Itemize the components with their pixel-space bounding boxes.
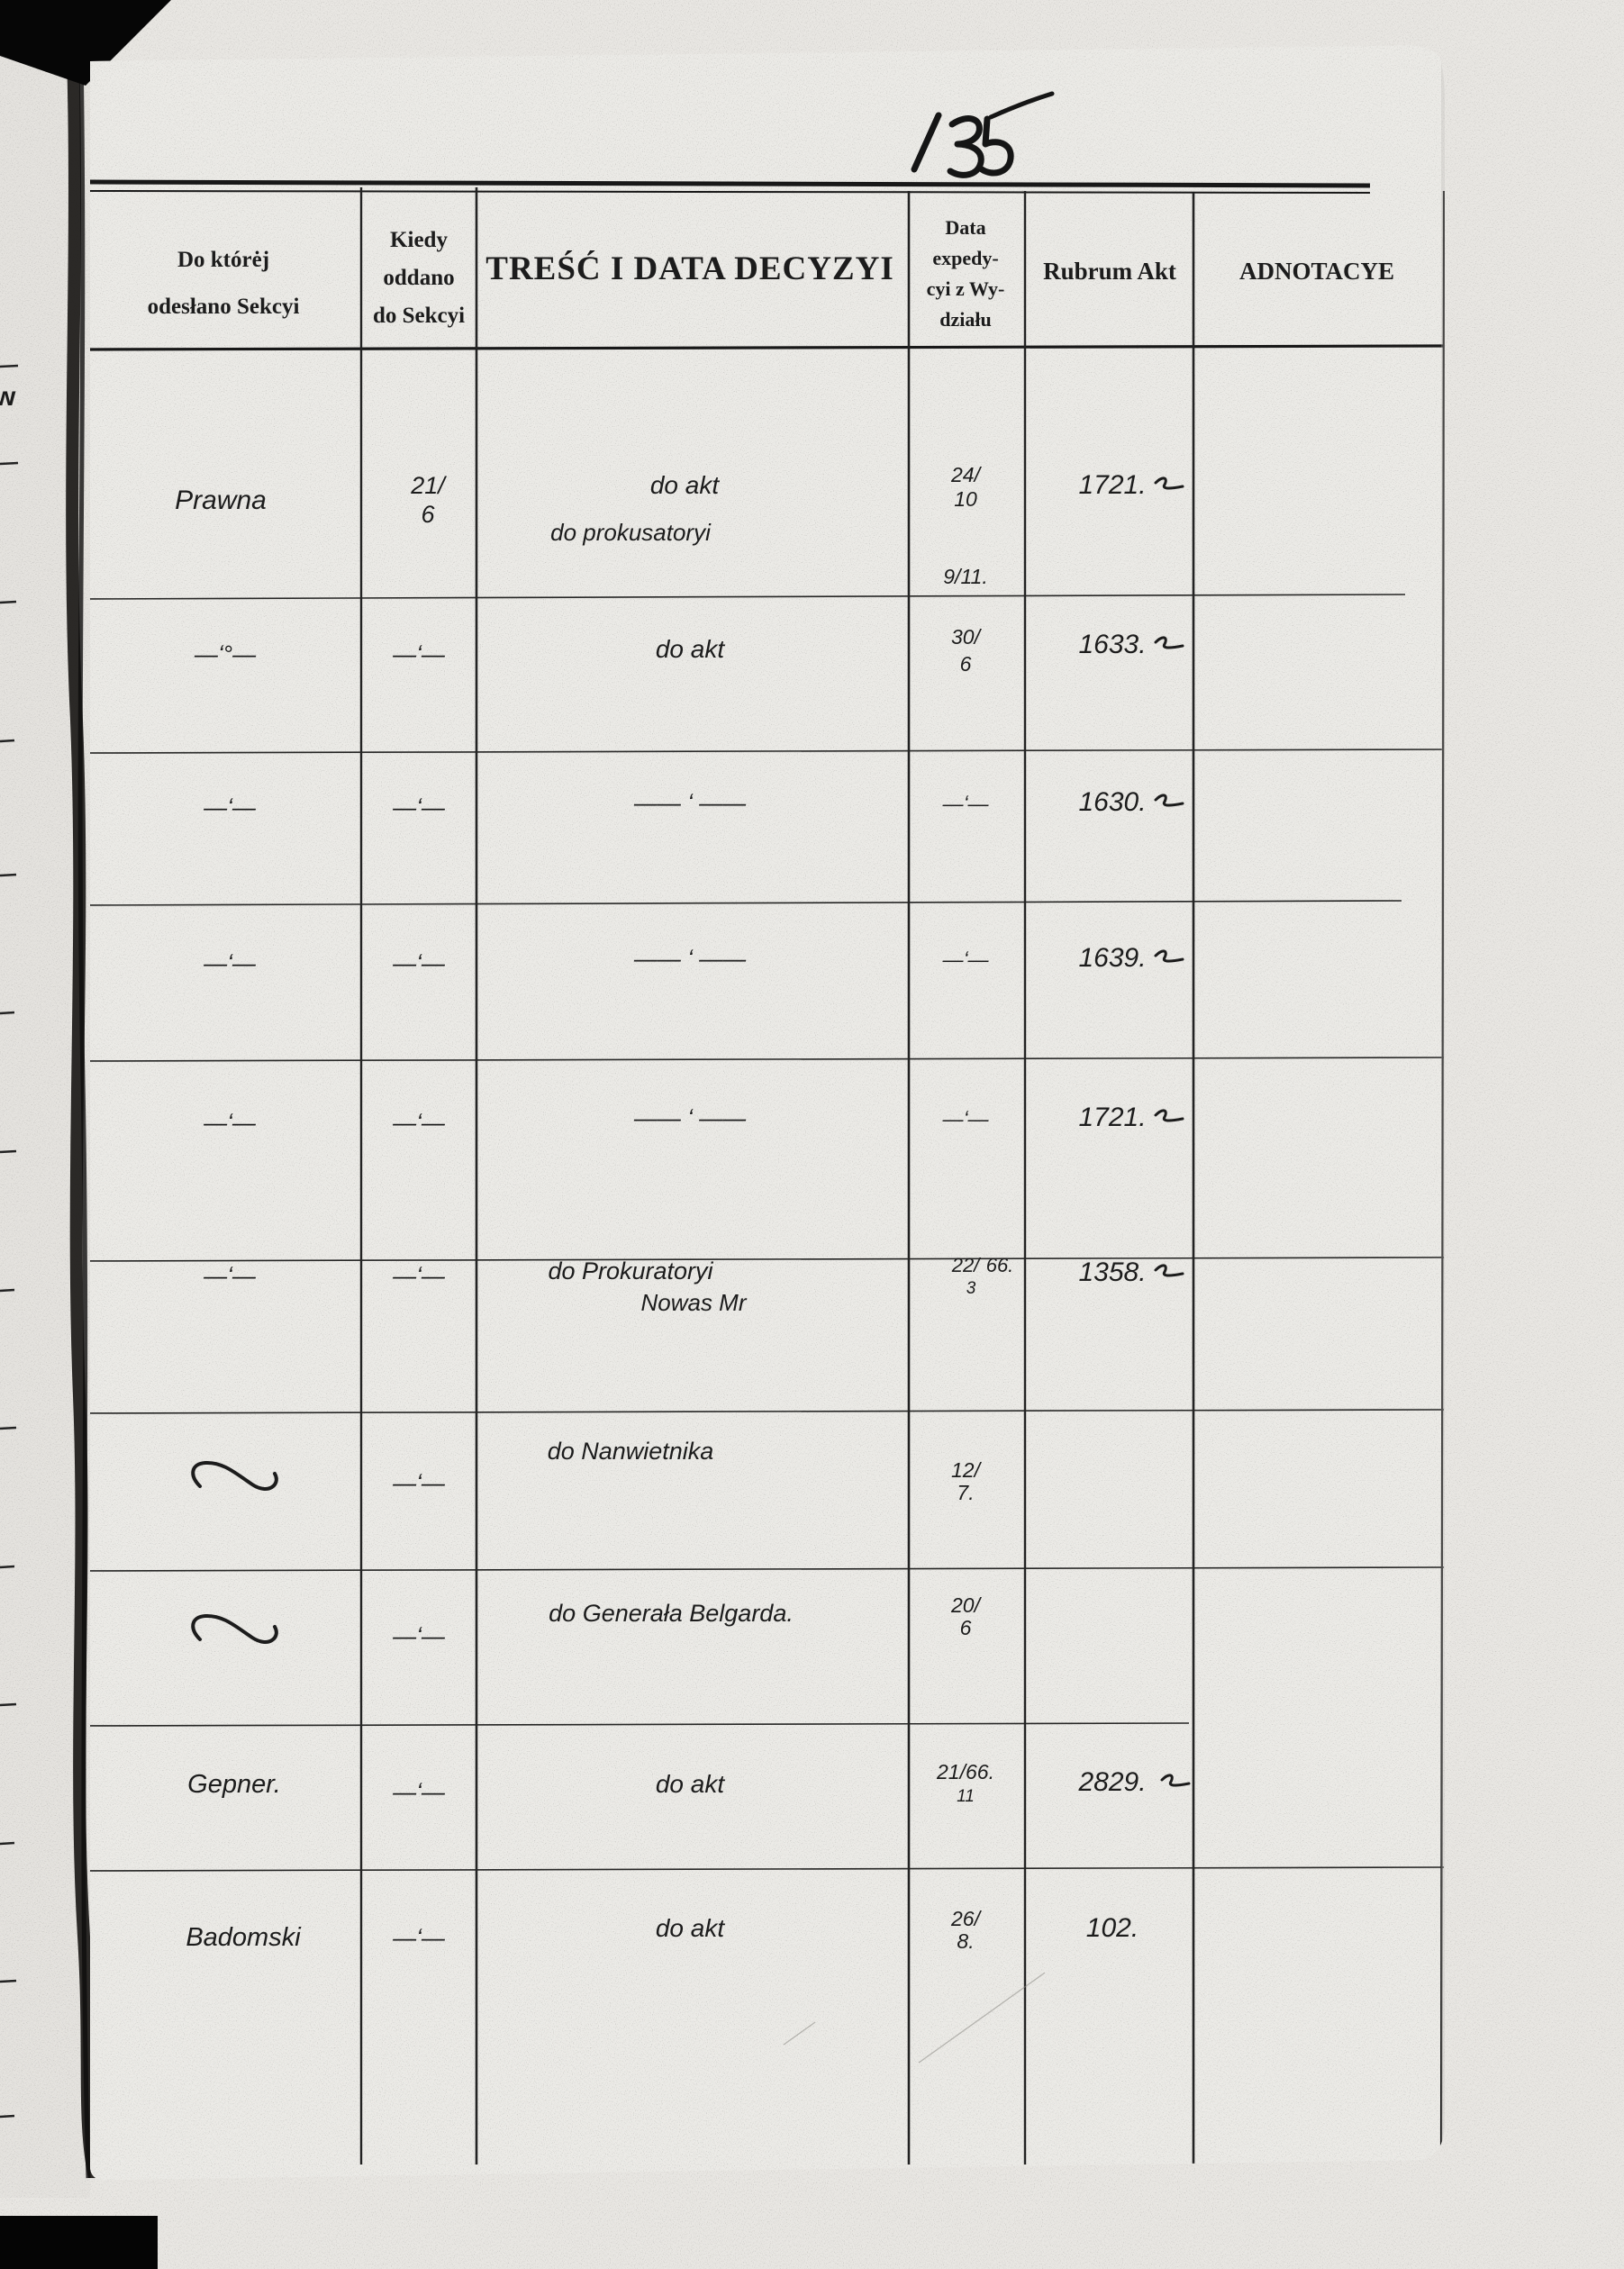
svg-text:30/: 30/ <box>951 625 983 649</box>
svg-text:w: w <box>0 382 16 412</box>
svg-text:1721.: 1721. <box>1078 470 1146 500</box>
svg-text:66.: 66. <box>986 1254 1014 1276</box>
svg-text:8.: 8. <box>957 1929 974 1953</box>
svg-text:Prawna: Prawna <box>175 486 267 515</box>
svg-text:cyi z Wy-: cyi z Wy- <box>927 277 1005 300</box>
svg-text:―ʻ―: ―ʻ― <box>941 948 989 971</box>
svg-text:1633.: 1633. <box>1078 630 1146 659</box>
svg-text:102.: 102. <box>1086 1913 1139 1943</box>
svg-text:ADNOTACYE: ADNOTACYE <box>1239 258 1394 285</box>
svg-text:―ʻ―: ―ʻ― <box>203 949 257 976</box>
svg-text:2829.: 2829. <box>1077 1767 1146 1797</box>
svg-text:oddano: oddano <box>383 266 454 290</box>
svg-text:Kiedy: Kiedy <box>390 228 448 252</box>
svg-text:Data: Data <box>945 216 985 239</box>
svg-text:―ʻ―: ―ʻ― <box>392 1109 446 1136</box>
svg-text:Badomski: Badomski <box>186 1923 302 1952</box>
svg-text:do akt: do akt <box>656 1770 725 1798</box>
svg-text:―ʻ°―: ―ʻ°― <box>194 640 257 667</box>
svg-text:20/: 20/ <box>950 1593 983 1617</box>
svg-text:TREŚĆ I DATA DECYZYI: TREŚĆ I DATA DECYZYI <box>485 250 894 287</box>
svg-text:do Sekcyi: do Sekcyi <box>373 304 465 328</box>
svg-text:3: 3 <box>966 1279 976 1298</box>
svg-text:―ʻ―: ―ʻ― <box>941 1107 989 1130</box>
svg-text:do Prokuratoryi: do Prokuratoryi <box>548 1257 713 1284</box>
svg-text:―ʻ―: ―ʻ― <box>392 1778 446 1805</box>
svg-text:6: 6 <box>960 652 972 676</box>
svg-text:do Nanwietnika: do Nanwietnika <box>548 1438 714 1465</box>
svg-text:do akt: do akt <box>656 635 725 663</box>
svg-text:9/11.: 9/11. <box>943 565 987 588</box>
svg-text:―ʻ―: ―ʻ― <box>392 1469 446 1496</box>
svg-text:21/66.: 21/66. <box>936 1760 994 1783</box>
svg-text:―― ʻ ――: ―― ʻ ―― <box>633 1104 747 1131</box>
svg-text:22/: 22/ <box>951 1254 981 1276</box>
svg-text:1639.: 1639. <box>1078 943 1146 973</box>
svg-text:10: 10 <box>954 487 977 511</box>
svg-text:7.: 7. <box>957 1481 974 1504</box>
svg-text:12/: 12/ <box>951 1458 983 1482</box>
svg-text:działu: działu <box>939 308 991 331</box>
svg-text:21/: 21/ <box>410 472 447 499</box>
svg-text:―― ʻ ――: ―― ʻ ―― <box>633 945 747 972</box>
svg-text:6: 6 <box>960 1616 972 1639</box>
svg-text:Rubrum Akt: Rubrum Akt <box>1043 258 1176 285</box>
svg-text:―ʻ―: ―ʻ― <box>392 1622 446 1649</box>
svg-text:―ʻ―: ―ʻ― <box>392 1262 446 1289</box>
svg-text:1721.: 1721. <box>1078 1103 1146 1132</box>
svg-text:―ʻ―: ―ʻ― <box>392 794 446 821</box>
svg-text:expedy-: expedy- <box>932 247 998 269</box>
svg-text:11: 11 <box>957 1787 975 1806</box>
svg-text:1358.: 1358. <box>1078 1257 1146 1287</box>
svg-text:―ʻ―: ―ʻ― <box>392 640 446 667</box>
svg-text:―ʻ―: ―ʻ― <box>392 1924 446 1951</box>
svg-text:―ʻ―: ―ʻ― <box>203 1262 257 1289</box>
svg-text:24/: 24/ <box>950 463 983 486</box>
svg-text:1630.: 1630. <box>1078 787 1146 817</box>
svg-text:odesłano Sekcyi: odesłano Sekcyi <box>148 295 300 319</box>
svg-text:Nowas Mr: Nowas Mr <box>640 1289 747 1316</box>
svg-text:do akt: do akt <box>656 1914 725 1942</box>
svg-text:―ʻ―: ―ʻ― <box>941 792 989 815</box>
svg-text:26/: 26/ <box>950 1907 983 1930</box>
svg-text:do akt: do akt <box>650 471 720 499</box>
svg-text:Gepner.: Gepner. <box>187 1770 281 1799</box>
svg-text:do Generała Belgarda.: do Generała Belgarda. <box>549 1600 794 1627</box>
svg-text:Do którėj: Do którėj <box>177 248 269 272</box>
svg-text:―ʻ―: ―ʻ― <box>203 1109 257 1136</box>
svg-text:―ʻ―: ―ʻ― <box>392 949 446 976</box>
svg-text:―― ʻ ――: ―― ʻ ―― <box>633 789 747 816</box>
svg-text:do prokusatoryi: do prokusatoryi <box>550 519 712 546</box>
svg-text:6: 6 <box>421 501 435 528</box>
svg-text:―ʻ―: ―ʻ― <box>203 794 257 821</box>
